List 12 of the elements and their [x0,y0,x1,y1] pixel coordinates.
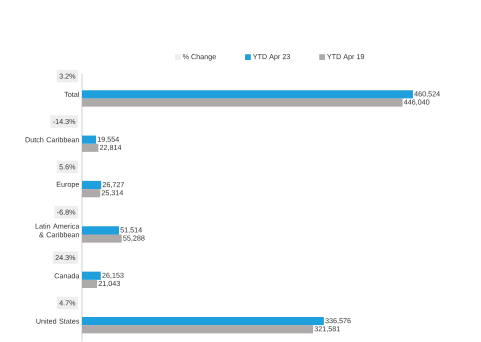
bar [82,189,100,198]
bar [82,234,122,243]
bar [82,280,98,288]
bar [82,98,403,106]
bar [82,226,120,234]
bar [82,325,314,334]
bar [82,272,101,280]
bar [82,316,324,326]
bar [82,135,96,144]
bar [82,144,98,152]
bar [82,90,413,98]
bar [82,180,102,190]
